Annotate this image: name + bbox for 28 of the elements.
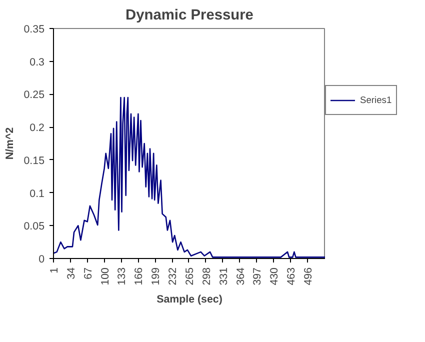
y-axis-title: N/m^2 — [4, 127, 16, 160]
chart-title: Dynamic Pressure — [126, 8, 254, 24]
x-tick-label: 67 — [82, 267, 94, 280]
x-tick-label: 232 — [167, 267, 180, 286]
y-tick-label: 0.25 — [24, 89, 45, 102]
y-tick-label: 0.05 — [24, 220, 45, 233]
y-tick-label: 0 — [38, 254, 45, 266]
x-axis-title: Sample (sec) — [156, 293, 223, 306]
x-tick-label: 100 — [99, 267, 112, 286]
x-tick-label: 133 — [116, 267, 128, 286]
x-tick-label: 34 — [65, 267, 78, 280]
x-tick-label: 166 — [133, 267, 146, 286]
y-tick-label: 0.1 — [30, 188, 45, 200]
x-tick-label: 430 — [268, 267, 281, 286]
y-tick-label: 0.2 — [30, 122, 45, 134]
x-tick-label: 265 — [184, 267, 196, 286]
legend-label: Series1 — [360, 95, 392, 105]
x-tick-label: 463 — [286, 267, 298, 286]
x-tick-label: 496 — [302, 267, 315, 286]
y-tick-label: 0.3 — [30, 56, 45, 68]
y-tick-label: 0.15 — [24, 154, 45, 167]
y-tick-label: 0.35 — [24, 24, 45, 36]
x-tick-label: 298 — [200, 267, 213, 286]
x-tick-label: 397 — [252, 267, 264, 286]
x-tick-label: 199 — [150, 267, 162, 286]
x-tick-label: 331 — [218, 267, 230, 286]
x-tick-label: 364 — [234, 267, 247, 286]
x-tick-label: 1 — [48, 267, 60, 274]
